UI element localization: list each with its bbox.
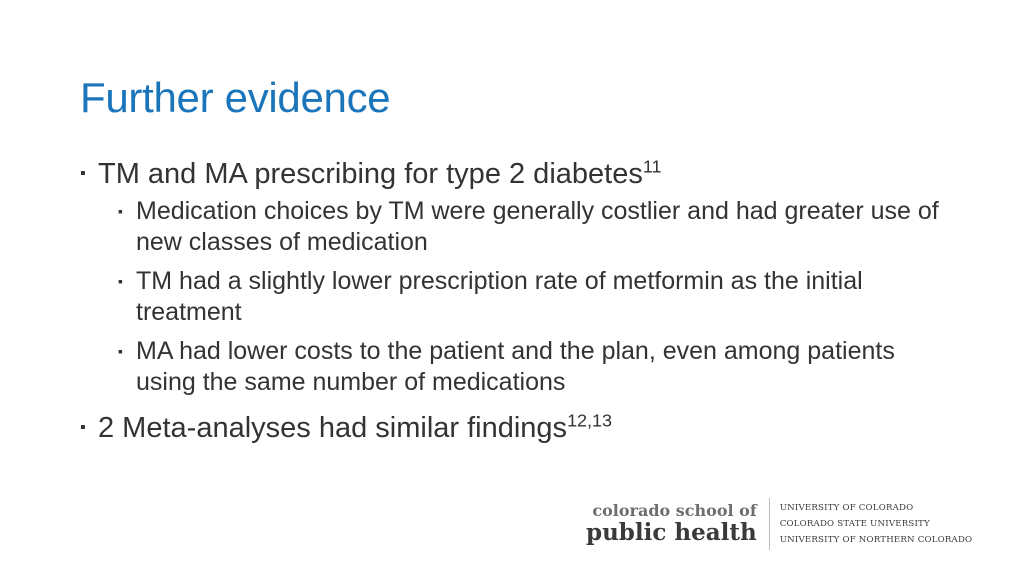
sub-bullet-item: ▪ MA had lower costs to the patient and …: [118, 336, 960, 398]
bullet-text: TM and MA prescribing for type 2 diabete…: [98, 158, 643, 190]
bullet-text: 2 Meta-analyses had similar findings: [98, 412, 568, 444]
slide-title: Further evidence: [80, 74, 391, 121]
school-name-line1: colorado school of: [592, 501, 757, 520]
bullet-item: ▪ TM and MA prescribing for type 2 diabe…: [80, 152, 960, 196]
square-bullet-icon: ▪: [118, 203, 123, 219]
sub-bullet-item: ▪ TM had a slightly lower prescription r…: [118, 266, 960, 328]
bullet-list: ▪ TM and MA prescribing for type 2 diabe…: [80, 152, 960, 450]
university-name: COLORADO STATE UNIVERSITY: [779, 519, 930, 529]
school-logo: colorado school of public health UNIVERS…: [586, 498, 972, 550]
sub-bullet-text: TM had a slightly lower prescription rat…: [136, 267, 863, 326]
school-name: colorado school of public health: [586, 498, 770, 550]
square-bullet-icon: ▪: [80, 165, 86, 182]
bullet-item: ▪ 2 Meta-analyses had similar findings12…: [80, 406, 960, 450]
sub-bullet-text: MA had lower costs to the patient and th…: [136, 337, 895, 396]
school-name-line2: public health: [586, 519, 757, 546]
square-bullet-icon: ▪: [118, 273, 123, 289]
university-name: UNIVERSITY OF COLORADO: [779, 503, 914, 513]
sub-bullet-text: Medication choices by TM were generally …: [136, 197, 939, 256]
university-name: UNIVERSITY OF NORTHERN COLORADO: [779, 535, 973, 545]
square-bullet-icon: ▪: [80, 419, 86, 436]
sub-bullet-item: ▪ Medication choices by TM were generall…: [118, 196, 960, 258]
citation: 12,13: [567, 410, 613, 431]
university-list: UNIVERSITY OF COLORADO COLORADO STATE UN…: [770, 500, 973, 548]
square-bullet-icon: ▪: [118, 343, 123, 359]
citation: 11: [642, 156, 662, 177]
